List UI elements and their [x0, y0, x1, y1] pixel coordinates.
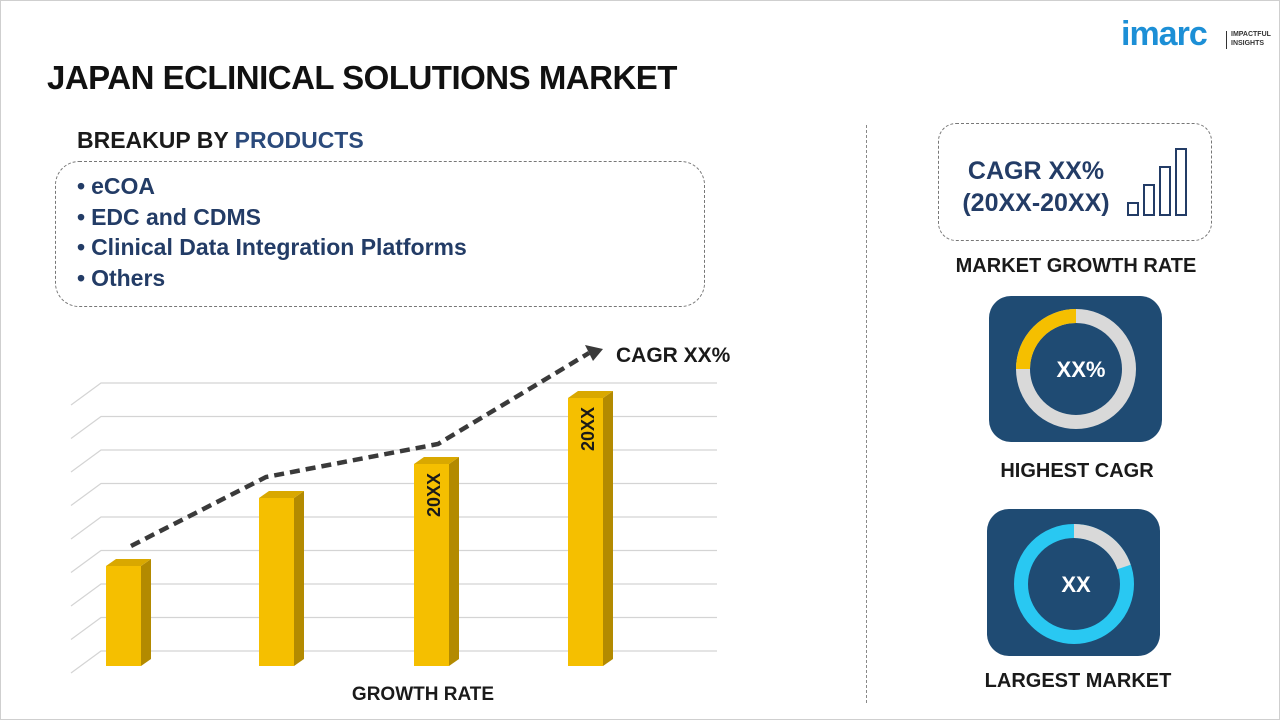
icon-bar: [1175, 148, 1187, 216]
bar-top: [106, 559, 151, 566]
section-heading: BREAKUP BY PRODUCTS: [77, 127, 364, 154]
grid-line: [70, 650, 717, 674]
bar-side: [449, 457, 459, 666]
bar-label: 20XX: [578, 407, 598, 451]
axis-label: GROWTH RATE: [352, 684, 494, 705]
logo: imarc: [1121, 15, 1208, 53]
donut-segment: [1073, 524, 1131, 570]
page-title: JAPAN ECLINICAL SOLUTIONS MARKET: [47, 59, 677, 96]
list-box: [55, 161, 705, 307]
grid-line: [70, 583, 717, 607]
divider: [866, 125, 867, 703]
kpi-box: [938, 123, 1212, 241]
kpi-text: CAGR XX% (20XX-20XX): [951, 155, 1121, 219]
cagr-value: CAGR XX%: [967, 157, 1105, 185]
bar-top: [414, 457, 459, 464]
kpi-caption: MARKET GROWTH RATE: [955, 255, 1197, 277]
bar-front: [414, 464, 449, 666]
grid-line: [70, 449, 717, 473]
heading-label: BREAKUP BY: [77, 127, 229, 153]
donut: XX: [1014, 524, 1134, 644]
icon-bar: [1127, 202, 1139, 216]
segment-item: Others: [77, 265, 467, 296]
bar-side: [603, 391, 613, 666]
segment-item: eCOA: [77, 173, 467, 204]
icon-bar: [1143, 184, 1155, 216]
bar-top: [568, 391, 613, 398]
bar-front: [568, 398, 603, 666]
bar-top: [259, 491, 304, 498]
segment-item: EDC and CDMS: [77, 204, 467, 235]
kpi-value: XX: [1061, 572, 1091, 597]
bar-side: [294, 491, 304, 666]
growth-icon: [1127, 148, 1187, 216]
cagr-label: CAGR XX%: [616, 344, 731, 367]
bars: [106, 391, 613, 666]
icon-bar: [1159, 166, 1171, 216]
grid-line: [70, 415, 717, 439]
cagr-period: (20XX-20XX): [962, 189, 1110, 217]
grid-line: [70, 482, 717, 506]
bar-label: 20XX: [424, 473, 444, 517]
bar-side: [141, 559, 151, 666]
grid-line: [70, 549, 717, 573]
heading-dimension: PRODUCTS: [234, 127, 364, 153]
segment-item: Clinical Data Integration Platforms: [77, 234, 467, 265]
arrow-head: [585, 345, 603, 361]
logo-divider: [1226, 31, 1227, 49]
grid-line: [70, 516, 717, 540]
logo-tagline: IMPACTFUL: [1231, 31, 1271, 38]
grid-line: [70, 616, 717, 640]
grid: [70, 382, 717, 674]
logo-tagline: INSIGHTS: [1231, 40, 1265, 47]
bar-front: [259, 498, 294, 666]
growth-illustration: CAGR XX% 20XX 20XX GROWTH RATE: [70, 344, 731, 705]
kpi-value: XX%: [1057, 357, 1106, 382]
donut-segment: [1016, 309, 1077, 370]
kpi-caption: LARGEST MARKET: [984, 670, 1172, 692]
kpi-caption: HIGHEST CAGR: [1000, 460, 1154, 482]
grid-line: [70, 382, 717, 406]
segment-list: eCOA EDC and CDMS Clinical Data Integrat…: [77, 173, 467, 295]
bar-front: [106, 566, 141, 666]
donut: XX%: [1016, 309, 1136, 429]
